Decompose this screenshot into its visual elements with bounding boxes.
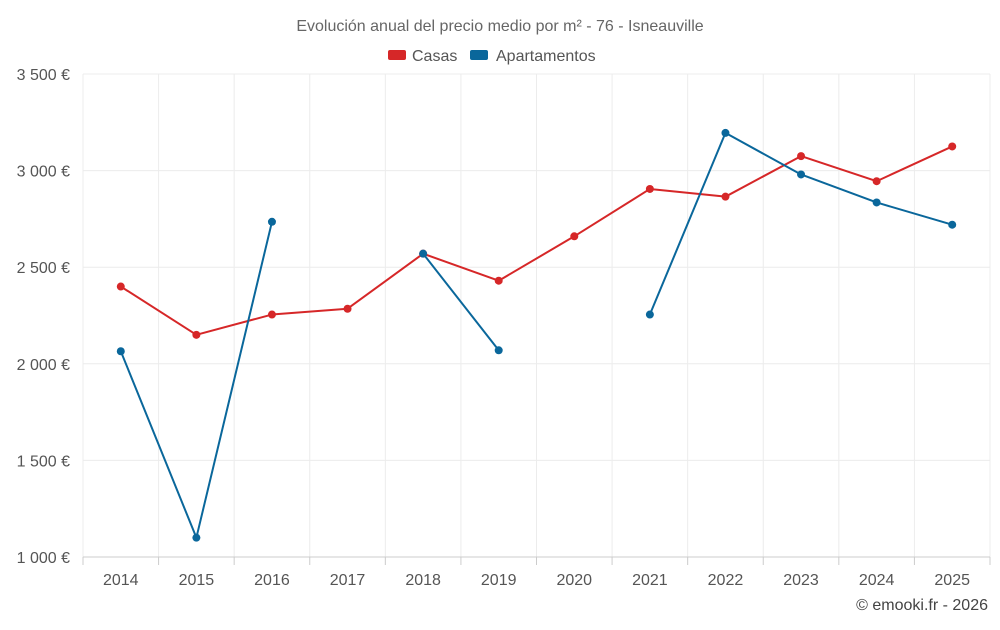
- data-point: [645, 184, 654, 193]
- series-apartamentos: [116, 128, 957, 542]
- data-point: [872, 177, 881, 186]
- data-point: [494, 276, 503, 285]
- data-point: [948, 220, 957, 229]
- y-tick-label: 1 000 €: [17, 550, 70, 567]
- credit-text: © emooki.fr - 2026: [856, 597, 988, 614]
- legend-label: Casas: [412, 48, 457, 65]
- chart-title: Evolución anual del precio medio por m² …: [296, 18, 703, 35]
- x-tick-label: 2022: [708, 572, 744, 589]
- x-tick-label: 2016: [254, 572, 290, 589]
- data-point: [645, 310, 654, 319]
- series-layer: [116, 128, 957, 542]
- axis-layer: 1 000 € 1 500 € 2 000 € 2 500 € 3 000 € 3 500…: [17, 67, 991, 589]
- data-point: [116, 347, 125, 356]
- x-tick-label: 2021: [632, 572, 668, 589]
- grid-layer: [82, 73, 991, 557]
- data-point: [948, 142, 957, 151]
- data-point: [419, 249, 428, 258]
- series-line: [422, 253, 500, 351]
- data-point: [494, 346, 503, 355]
- legend-swatch: [388, 50, 406, 60]
- y-tick-label: 1 500 €: [17, 453, 70, 470]
- data-point: [721, 192, 730, 201]
- series-line: [648, 131, 953, 315]
- legend-label: Apartamentos: [496, 48, 596, 65]
- data-point: [721, 128, 730, 137]
- x-tick-label: 2023: [783, 572, 819, 589]
- y-tick-label: 2 000 €: [17, 357, 70, 374]
- x-tick-label: 2024: [859, 572, 895, 589]
- data-point: [116, 282, 125, 291]
- series-line: [119, 221, 273, 539]
- data-point: [797, 152, 806, 161]
- data-point: [570, 232, 579, 241]
- data-point: [192, 533, 201, 542]
- data-point: [343, 304, 352, 313]
- x-tick-label: 2017: [330, 572, 366, 589]
- y-tick-label: 3 500 €: [17, 67, 70, 84]
- x-tick-label: 2018: [405, 572, 441, 589]
- series-line: [120, 145, 953, 336]
- x-tick-label: 2019: [481, 572, 517, 589]
- x-tick-label: 2015: [179, 572, 215, 589]
- data-point: [267, 310, 276, 319]
- legend: Casas Apartamentos: [388, 48, 596, 65]
- x-tick-label: 2025: [934, 572, 970, 589]
- data-point: [872, 198, 881, 207]
- x-tick-label: 2020: [556, 572, 592, 589]
- y-tick-label: 2 500 €: [17, 260, 70, 277]
- data-point: [192, 330, 201, 339]
- legend-swatch: [470, 50, 488, 60]
- x-tick-label: 2014: [103, 572, 139, 589]
- data-point: [267, 217, 276, 226]
- data-point: [797, 170, 806, 179]
- y-tick-label: 3 000 €: [17, 164, 70, 181]
